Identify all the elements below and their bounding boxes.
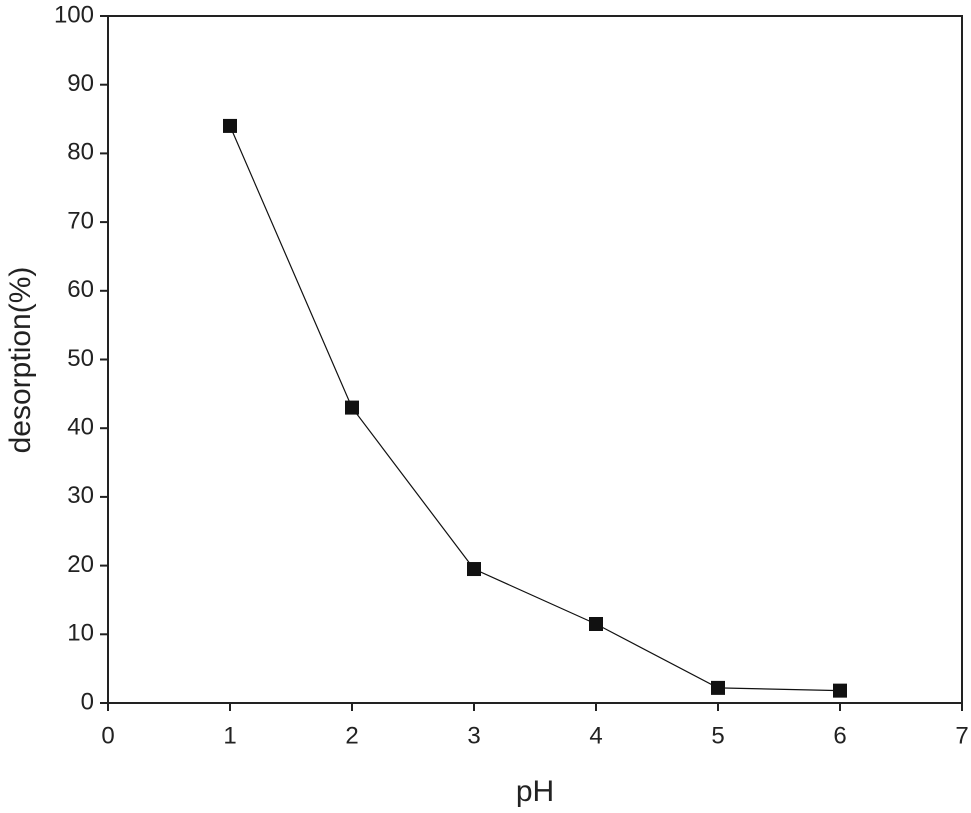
- x-tick-label: 5: [711, 722, 724, 749]
- y-tick-label: 30: [67, 482, 94, 509]
- y-tick-label: 60: [67, 276, 94, 303]
- marker: [467, 562, 481, 577]
- y-tick-label: 80: [67, 139, 94, 166]
- x-tick-label: 2: [345, 722, 358, 749]
- y-tick-label: 90: [67, 70, 94, 97]
- x-tick-label: 7: [955, 722, 968, 749]
- marker: [589, 616, 603, 631]
- marker: [223, 118, 237, 133]
- x-tick-label: 6: [833, 722, 846, 749]
- y-tick-label: 50: [67, 345, 94, 372]
- y-axis-title: desorption(%): [4, 267, 37, 454]
- x-tick-label: 0: [101, 722, 114, 749]
- y-tick-label: 20: [67, 551, 94, 578]
- x-tick-label: 1: [223, 722, 236, 749]
- marker: [345, 400, 359, 415]
- x-axis-title: pH: [516, 775, 554, 808]
- marker: [711, 680, 725, 695]
- y-tick-label: 0: [81, 688, 94, 715]
- y-tick-label: 10: [67, 620, 94, 647]
- marker: [833, 683, 847, 698]
- series-line: [229, 125, 841, 692]
- x-tick-label: 3: [467, 722, 480, 749]
- y-tick-label: 70: [67, 207, 94, 234]
- y-tick-label: 40: [67, 414, 94, 441]
- y-tick-label: 100: [54, 1, 94, 28]
- x-tick-label: 4: [589, 722, 602, 749]
